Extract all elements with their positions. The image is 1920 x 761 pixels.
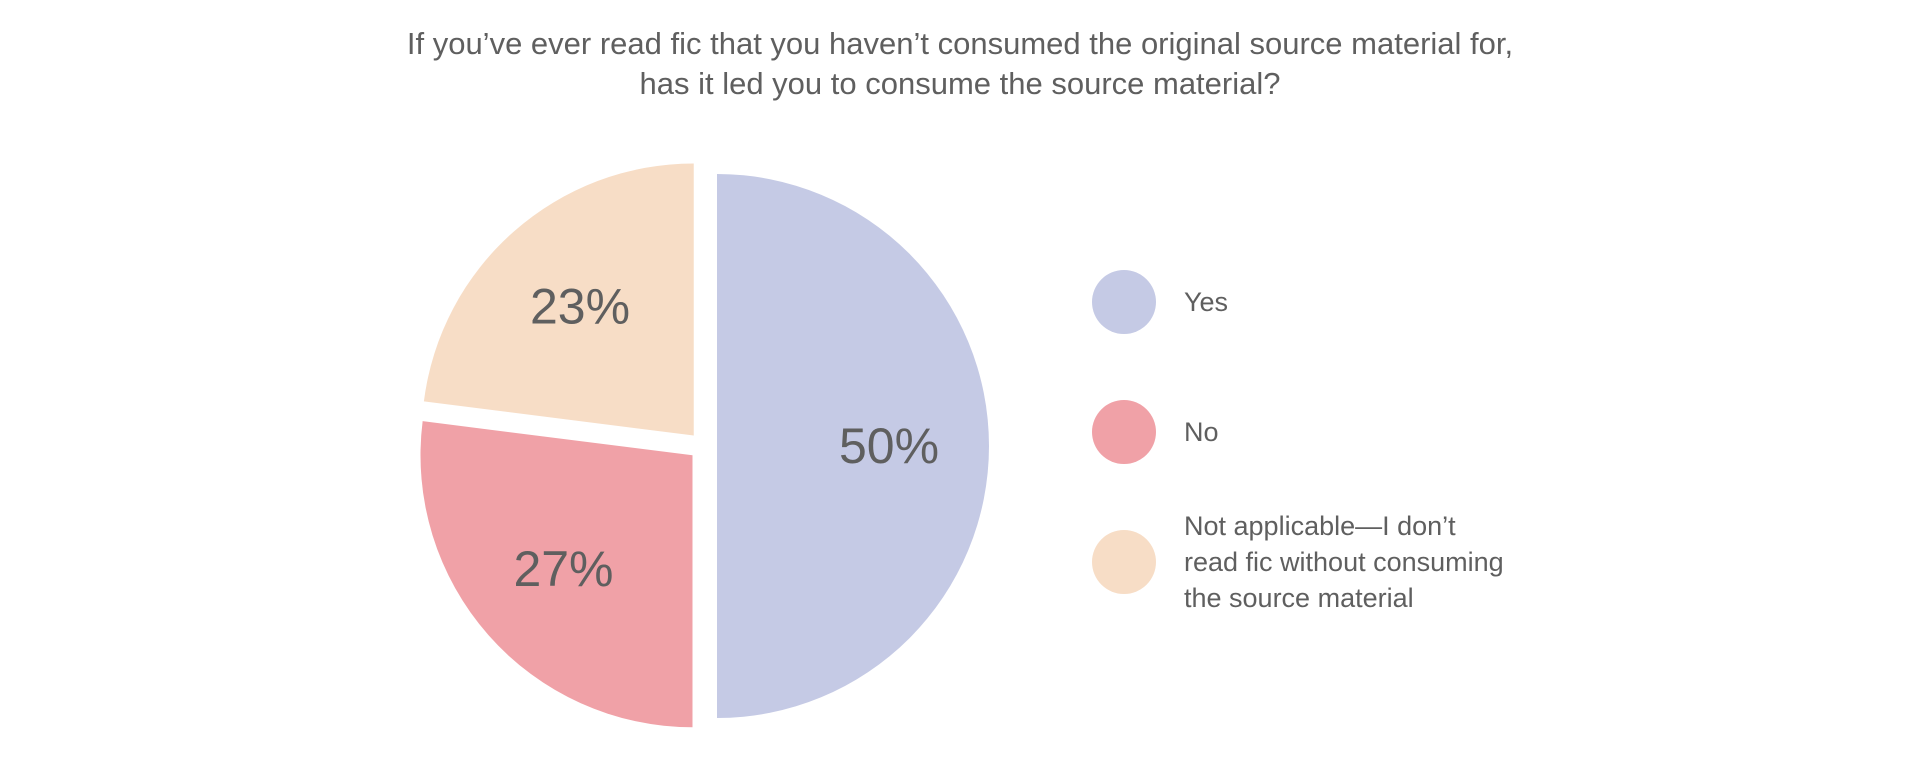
chart-title: If you’ve ever read fic that you haven’t… — [0, 24, 1920, 104]
pie-slice-no — [420, 421, 693, 728]
pie-slice-yes — [717, 174, 989, 718]
legend-item-yes: Yes — [1092, 270, 1584, 334]
legend-item-not-applicable: Not applicable—I don’t read fic without … — [1092, 508, 1584, 616]
legend-item-no: No — [1092, 400, 1584, 464]
legend-swatch-no — [1092, 400, 1156, 464]
chart-title-line-1: If you’ve ever read fic that you haven’t… — [406, 26, 1514, 61]
legend-swatch-yes — [1092, 270, 1156, 334]
legend-label-not-applicable: Not applicable—I don’t read fic without … — [1184, 511, 1504, 613]
legend-swatch-not-applicable — [1092, 530, 1156, 594]
legend-label-no: No — [1184, 417, 1219, 447]
slice-label-not-applicable: 23% — [530, 278, 630, 334]
chart-title-line-2: has it led you to consume the source mat… — [639, 66, 1281, 101]
slice-label-no: 27% — [513, 541, 613, 597]
legend-label-yes: Yes — [1184, 287, 1229, 317]
slice-label-yes: 50% — [839, 418, 939, 474]
pie-slice-not-applicable — [423, 163, 694, 436]
legend: Yes No Not applicable—I don’t read fic w… — [1092, 0, 1592, 761]
